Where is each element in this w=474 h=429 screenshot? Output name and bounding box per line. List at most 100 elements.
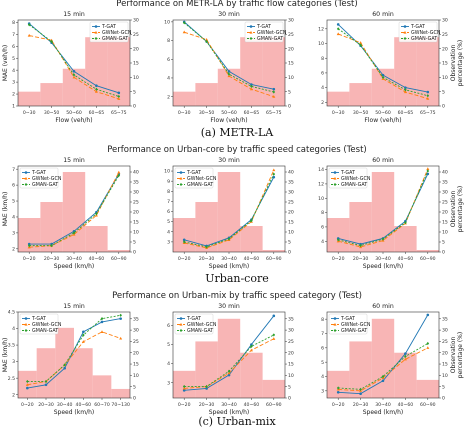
y2-tick-label: 35 [442, 180, 448, 186]
y2-tick-label: 25 [442, 200, 448, 206]
y2-tick-label: 0 [288, 250, 291, 256]
y2-axis-label: Observation [450, 45, 457, 82]
y2-tick-label: 30 [288, 190, 294, 196]
x-tick-label: 60~90 [420, 256, 436, 262]
observation-bar [85, 226, 108, 252]
legend-label: GWNet-GCN [32, 322, 62, 328]
row-title-urban-core: Performance on Urban-core by traffic spe… [107, 145, 367, 155]
legend-marker [179, 322, 183, 326]
x-tick-label: 0~30 [332, 110, 345, 116]
x-tick-label: 50~60 [66, 110, 82, 116]
x-tick-label: 65~75 [420, 110, 436, 116]
y-tick-label: 2 [12, 246, 15, 252]
data-point [95, 212, 98, 216]
legend-box [19, 167, 59, 189]
observation-bar [55, 327, 74, 398]
data-point [27, 33, 31, 37]
data-point [227, 373, 231, 377]
plot-frame [17, 311, 131, 399]
panel-title: 60 min [372, 157, 394, 164]
data-point [227, 72, 231, 76]
data-point [426, 169, 430, 173]
observation-bar [349, 341, 372, 398]
legend-marker [24, 182, 28, 187]
y2-tick-label: 0 [442, 104, 445, 110]
legend-label: GMAN-GAT [257, 36, 283, 42]
y2-tick-label: 5 [133, 384, 136, 390]
data-point [250, 343, 253, 346]
data-point [27, 23, 31, 27]
y-tick-label: 7 [321, 331, 324, 337]
legend-marker [403, 25, 407, 28]
y-tick-label: 2.5 [8, 376, 15, 382]
y-tick-label: 6 [321, 225, 324, 231]
y-tick-label: 5 [12, 199, 15, 205]
y2-tick-label: 10 [288, 75, 294, 81]
data-point [381, 379, 385, 383]
y2-tick-label: 35 [288, 316, 294, 322]
y2-tick-label: 10 [133, 230, 139, 236]
data-point [117, 170, 121, 174]
x-axis-label: Speed (km/h) [363, 263, 404, 270]
y2-tick-label: 20 [133, 350, 139, 356]
x-tick-label: 20~30 [199, 402, 215, 408]
data-point [272, 168, 276, 172]
x-tick-label: 40~60 [244, 256, 260, 262]
series-line-gwnet-gcn [338, 168, 429, 248]
legend-box [19, 313, 59, 335]
y2-tick-label: 20 [288, 350, 294, 356]
series-line-gman-gat [183, 22, 274, 93]
y2-tick-label: 40 [133, 170, 139, 176]
legend-marker [94, 30, 98, 34]
y-tick-label: 6 [321, 71, 324, 77]
data-point [336, 386, 340, 390]
data-point [426, 313, 430, 317]
y-tick-label: 14 [318, 167, 324, 173]
y2-tick-label: 25 [133, 339, 139, 345]
y2-tick-label: 35 [442, 316, 448, 322]
series-line-gwnet-gcn [27, 331, 121, 386]
legend-marker [403, 36, 407, 41]
data-point [182, 21, 186, 25]
y-tick-label: 4 [321, 239, 324, 245]
y-tick-label: 3 [12, 230, 15, 236]
x-tick-label: 20~30 [38, 402, 54, 408]
legend-marker [333, 182, 337, 187]
data-point [250, 344, 253, 348]
x-tick-label: 50~60 [221, 110, 237, 116]
y2-tick-label: 30 [133, 18, 139, 24]
x-tick-label: 60~65 [398, 110, 414, 116]
y2-tick-label: 40 [442, 170, 448, 176]
legend-marker [179, 182, 183, 187]
observation-bar [217, 172, 241, 252]
data-point [336, 238, 340, 242]
data-point [272, 95, 276, 98]
y-tick-label: 5 [321, 360, 324, 366]
data-point [250, 83, 253, 86]
observation-bar [394, 226, 417, 252]
y-tick-label: 12 [318, 26, 324, 32]
y2-tick-label: 0 [133, 250, 136, 256]
data-point [403, 90, 407, 94]
y2-tick-label: 10 [288, 373, 294, 379]
observation-bar [195, 83, 218, 106]
observation-bar [416, 250, 439, 252]
y2-tick-label: 0 [442, 396, 445, 402]
y-tick-label: 2 [321, 100, 324, 106]
panel-title: 60 min [372, 11, 394, 18]
y2-tick-label: 15 [288, 61, 294, 67]
panel-title: 30 min [218, 303, 240, 310]
data-point [404, 354, 407, 359]
y2-tick-label: 25 [133, 200, 139, 206]
data-point [119, 313, 122, 317]
x-axis-label: Speed (km/h) [54, 409, 95, 416]
legend-marker [24, 317, 28, 320]
observation-bar [349, 202, 372, 252]
x-tick-label: 20~30 [353, 402, 369, 408]
y2-tick-label: 0 [442, 250, 445, 256]
y-tick-label: 8 [321, 317, 324, 323]
legend-label: GWNet-GCN [257, 30, 287, 36]
